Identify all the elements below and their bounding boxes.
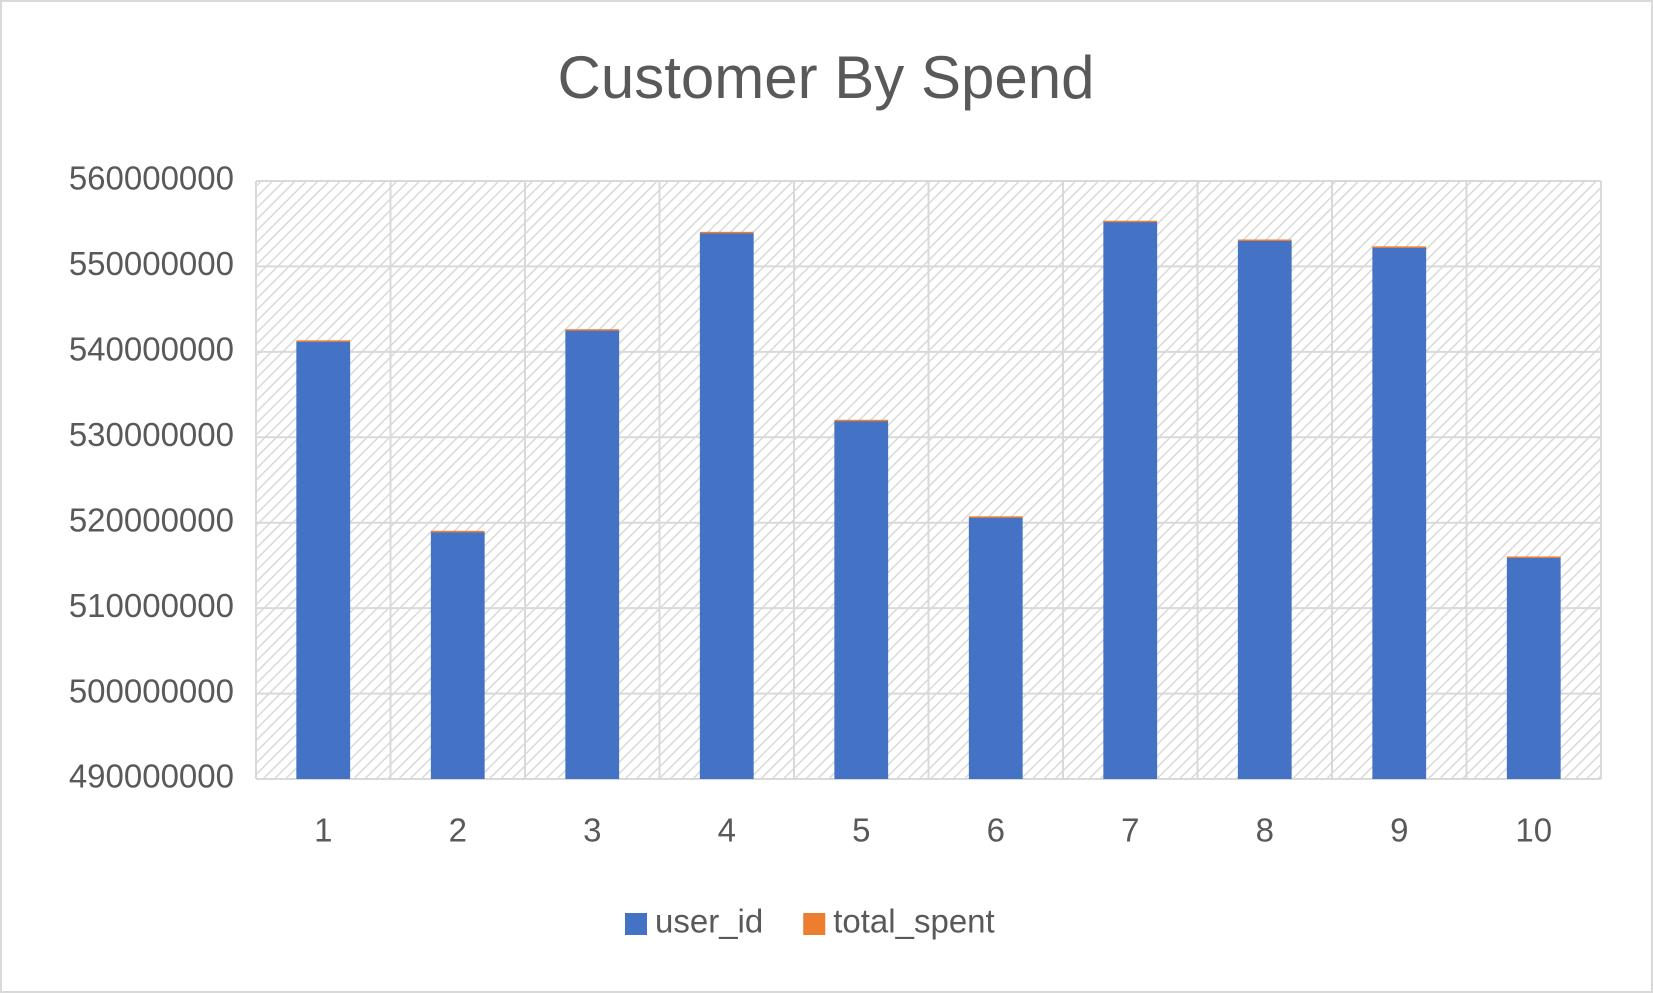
x-tick-label: 5 — [852, 812, 870, 849]
bar-segment — [430, 532, 485, 779]
bar-segment — [1103, 222, 1158, 779]
bar-segment — [699, 231, 754, 234]
y-tick-label: 510000000 — [69, 587, 234, 624]
x-tick-label: 9 — [1390, 812, 1408, 849]
x-tick-label: 4 — [718, 812, 736, 849]
y-tick-label: 560000000 — [69, 160, 234, 197]
y-tick-label: 540000000 — [69, 331, 234, 368]
legend-label: user_id — [655, 903, 763, 940]
x-tick-label: 2 — [449, 812, 467, 849]
bar-segment — [565, 329, 620, 331]
bar-segment — [430, 530, 485, 533]
bar-segment — [1372, 247, 1427, 780]
bar-segment — [1506, 556, 1561, 558]
y-tick-label: 530000000 — [69, 416, 234, 453]
legend-swatch — [625, 913, 647, 935]
bar-segment — [1237, 239, 1292, 242]
y-tick-label: 490000000 — [69, 758, 234, 795]
legend-swatch — [803, 913, 826, 935]
y-tick-label: 550000000 — [69, 245, 234, 282]
bar-segment — [834, 419, 889, 422]
bar-segment — [565, 330, 620, 779]
bar-segment — [1103, 220, 1158, 223]
x-tick-label: 10 — [1515, 812, 1552, 849]
bar-segment — [1506, 557, 1561, 779]
x-tick-label: 1 — [314, 812, 332, 849]
bar-segment — [834, 421, 889, 779]
y-tick-label: 500000000 — [69, 672, 234, 709]
x-tick-label: 7 — [1121, 812, 1139, 849]
chart-title: Customer By Spend — [558, 44, 1095, 111]
bar-segment — [296, 341, 351, 779]
bar-segment — [1372, 246, 1427, 248]
y-tick-label: 520000000 — [69, 501, 234, 538]
legend-label: total_spent — [833, 903, 994, 940]
bar-segment — [699, 233, 754, 779]
x-tick-label: 6 — [987, 812, 1005, 849]
x-tick-label: 3 — [583, 812, 601, 849]
x-tick-label: 8 — [1256, 812, 1274, 849]
bar-segment — [968, 516, 1023, 518]
bar-segment — [296, 340, 351, 342]
bar-segment — [1237, 240, 1292, 780]
bar-segment — [968, 517, 1023, 779]
